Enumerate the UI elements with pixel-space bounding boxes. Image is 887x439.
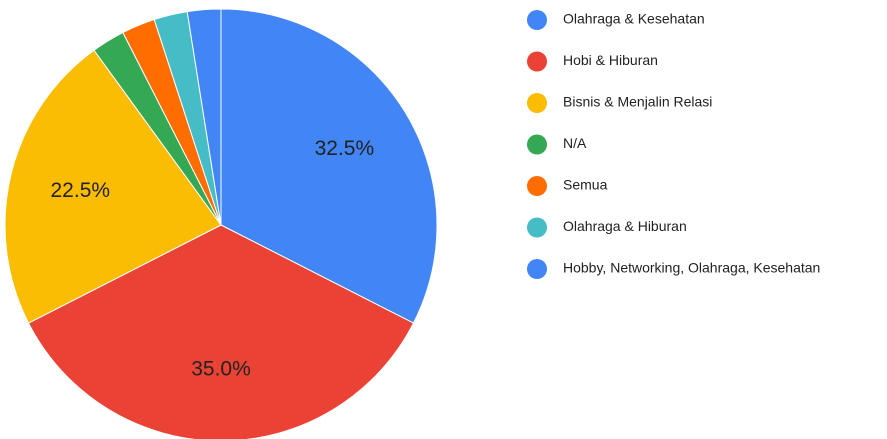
legend-swatch (527, 259, 547, 279)
slice-label: 35.0% (191, 357, 251, 380)
pie-slice (220, 8, 438, 324)
legend-label: Bisnis & Menjalin Relasi (563, 94, 712, 110)
pie-slice (27, 224, 415, 439)
legend-swatch (527, 134, 547, 155)
legend-label: Hobby, Networking, Olahraga, Kesehatan (563, 260, 820, 276)
pie-slice (4, 49, 222, 324)
legend-label: N/A (563, 135, 587, 151)
legend-swatch (527, 10, 547, 30)
legend-label: Semua (563, 177, 608, 193)
legend-swatch (527, 217, 547, 238)
slice-label: 22.5% (51, 179, 111, 202)
pie-slice (186, 8, 222, 226)
legend-label: Hobi & Hiburan (563, 52, 658, 68)
legend-swatch (527, 51, 547, 72)
slice-label: 32.5% (315, 137, 375, 160)
legend-swatch (527, 176, 547, 196)
legend-label: Olahraga & Kesehatan (563, 11, 705, 27)
legend-swatch (527, 93, 547, 113)
legend-label: Olahraga & Hiburan (563, 218, 687, 234)
